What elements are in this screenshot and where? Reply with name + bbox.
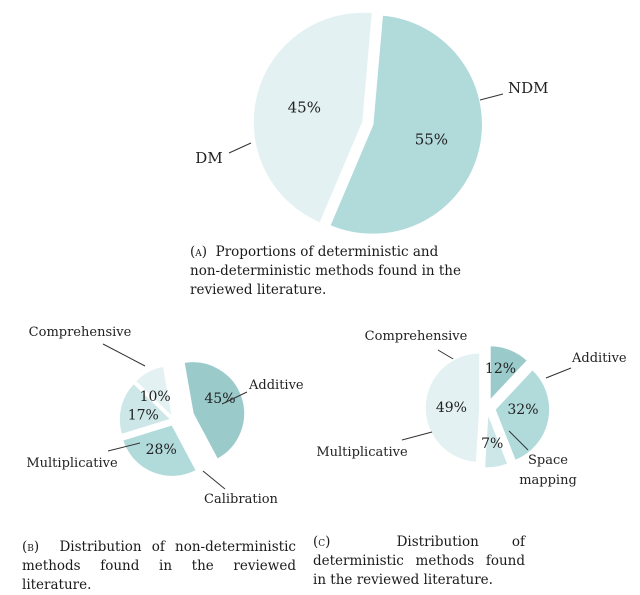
pie-slice-additive	[493, 368, 551, 462]
pie-chart-c: 12% Comprehensive 32% Additive 7% Space mappin…	[316, 329, 627, 488]
leader-line-multiplicative	[401, 431, 433, 441]
caption-c-label: (c)	[313, 534, 331, 550]
leader-line-space-mapping	[508, 430, 529, 451]
pie-slice-comprehensive	[489, 344, 529, 403]
pie-slice-calibration	[118, 382, 173, 436]
caption-b-label: (b)	[22, 539, 40, 555]
pie-slice-dm	[252, 11, 374, 225]
value-label-additive: 28%	[146, 442, 177, 458]
pie-slice-multiplicative	[134, 365, 174, 420]
leader-line-ndm	[479, 93, 504, 101]
category-label-comprehensive: Comprehensive	[29, 325, 132, 340]
caption-c: (c) Distribution of deterministic method…	[313, 533, 525, 590]
value-label-multiplicative: 10%	[140, 389, 171, 405]
pie-chart-b: 45% Comprehensive 28% Additive 17% Calibratio…	[26, 325, 304, 507]
category-label-multiplicative: Multiplicative	[316, 445, 408, 460]
value-label-calibration: 17%	[128, 408, 159, 424]
category-label-space-mapping: Space mapping	[519, 453, 577, 488]
leader-line-dm	[228, 142, 252, 154]
value-label-comprehensive: 45%	[204, 391, 235, 407]
pie-chart-a: 55% NDM 45% DM	[195, 11, 549, 236]
leader-line-calibration	[202, 470, 226, 490]
pie-slice-space-mapping	[483, 412, 510, 469]
pie-slice-multiplicative	[424, 352, 481, 464]
value-label-additive: 32%	[507, 402, 538, 418]
category-label-additive: Additive	[571, 351, 627, 366]
leader-line-additive	[545, 367, 572, 379]
category-label-ndm: NDM	[508, 79, 549, 97]
caption-c-text: Distribution of deterministic methods fo…	[313, 534, 525, 588]
value-label-dm: 45%	[288, 99, 321, 117]
leader-line-comprehensive	[102, 343, 146, 367]
value-label-space-mapping: 7%	[481, 436, 503, 452]
category-label-comprehensive: Comprehensive	[365, 329, 468, 344]
caption-b-text: Distribution of non-deterministic method…	[22, 539, 296, 593]
category-label-calibration: Calibration	[204, 492, 279, 507]
caption-a-text: Proportions of deterministic and non-det…	[190, 244, 461, 298]
category-label-additive: Additive	[248, 378, 304, 393]
pie-slice-ndm	[328, 14, 484, 236]
caption-a-label: (a)	[190, 244, 208, 260]
value-label-ndm: 55%	[415, 130, 448, 148]
caption-a: (a) Proportions of deterministic and non…	[190, 243, 465, 300]
caption-b: (b) Distribution of non-deterministic me…	[22, 538, 296, 595]
leader-line-additive	[221, 391, 248, 405]
leader-line-multiplicative	[107, 442, 141, 452]
category-label-dm: DM	[195, 149, 222, 167]
value-label-multiplicative: 49%	[436, 400, 467, 416]
category-label-multiplicative: Multiplicative	[26, 456, 118, 471]
value-label-comprehensive: 12%	[485, 361, 516, 377]
pie-slice-comprehensive	[183, 360, 246, 461]
